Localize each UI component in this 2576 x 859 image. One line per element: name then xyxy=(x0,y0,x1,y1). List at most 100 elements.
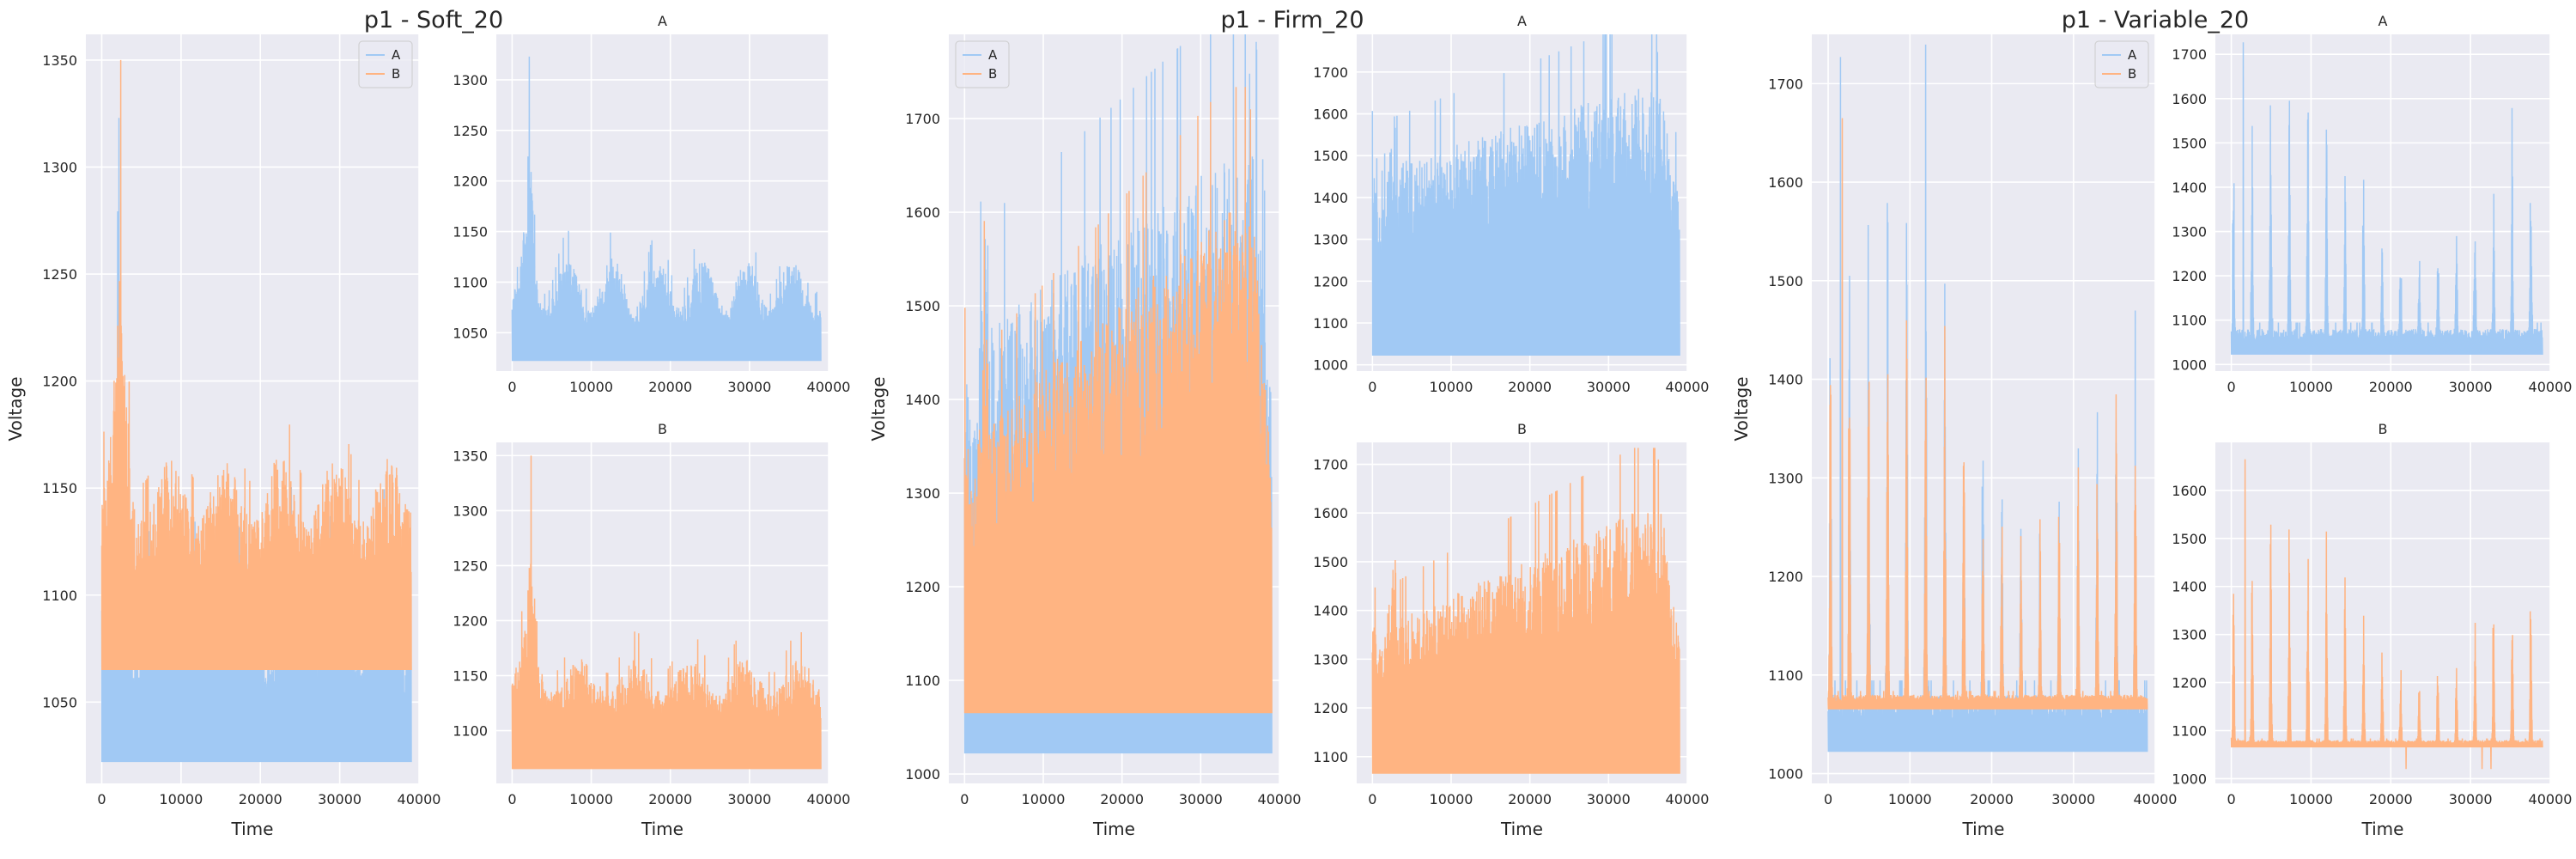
series-line-a xyxy=(100,118,412,763)
y-tick-label: 1000 xyxy=(2172,771,2207,787)
y-tick-label: 1250 xyxy=(453,123,488,139)
x-tick-label: 0 xyxy=(2227,379,2235,395)
y-tick-label: 1300 xyxy=(1313,232,1348,248)
chart-variable_20-combined: 1000 1100 1200 1300 1400 1500 1600 1700 0 10000 20… xyxy=(1731,34,2177,839)
y-tick-label: 1700 xyxy=(1768,76,1803,92)
y-tick-label: 1300 xyxy=(2172,224,2207,241)
x-tick-label: 0 xyxy=(960,791,969,807)
x-tick-label: 20000 xyxy=(2369,791,2413,807)
y-tick-label: 1000 xyxy=(905,766,940,783)
y-tick-label: 1400 xyxy=(2172,579,2207,595)
panel-title: A xyxy=(1517,13,1527,29)
series-line-b xyxy=(963,87,1273,714)
x-tick-label: 0 xyxy=(1824,791,1832,807)
y-axis-label: Voltage xyxy=(868,376,889,441)
y-axis-label: Voltage xyxy=(1731,376,1752,441)
y-tick-label: 1100 xyxy=(1313,315,1348,332)
y-tick-label: 1100 xyxy=(1313,749,1348,765)
x-tick-label: 0 xyxy=(1368,379,1376,395)
y-tick-label: 1400 xyxy=(2172,180,2207,196)
y-tick-label: 1600 xyxy=(1313,107,1348,123)
x-tick-label: 20000 xyxy=(648,791,692,807)
y-tick-label: 1100 xyxy=(1768,667,1803,684)
x-tick-label: 40000 xyxy=(2134,791,2178,807)
x-tick-label: 40000 xyxy=(398,791,441,807)
x-tick-label: 10000 xyxy=(1022,791,1066,807)
legend: AB xyxy=(358,40,413,88)
x-axis-label: Time xyxy=(641,819,683,839)
x-tick-label: 30000 xyxy=(318,791,361,807)
y-tick-label: 1500 xyxy=(1313,554,1348,570)
y-tick-label: 1400 xyxy=(1313,190,1348,206)
x-axis-label: Time xyxy=(1500,819,1543,839)
panel-title: A xyxy=(658,13,667,29)
y-tick-label: 1700 xyxy=(2172,46,2207,63)
chart-firm_20-combined: 1000 1100 1200 1300 1400 1500 1600 1700 0 10000 20… xyxy=(868,34,1302,839)
x-axis-label: Time xyxy=(1092,819,1135,839)
y-tick-label: 1400 xyxy=(905,392,940,408)
x-tick-label: 10000 xyxy=(569,379,613,395)
y-tick-label: 1700 xyxy=(1313,457,1348,473)
panel-title: A xyxy=(2379,13,2388,29)
y-tick-label: 1150 xyxy=(453,667,488,684)
y-tick-label: 1500 xyxy=(905,298,940,314)
x-tick-label: 40000 xyxy=(1258,791,1302,807)
y-tick-label: 1400 xyxy=(1768,372,1803,388)
panel-title: B xyxy=(1517,421,1527,437)
legend-box xyxy=(358,40,413,88)
x-tick-label: 10000 xyxy=(159,791,203,807)
legend: AB xyxy=(2094,40,2149,88)
chart-soft_20-b: 1100 1150 1200 1250 1300 1350 0 10000 20000 30000… xyxy=(453,421,850,839)
y-tick-label: 1350 xyxy=(453,448,488,464)
series-line-b xyxy=(100,59,412,671)
x-tick-label: 30000 xyxy=(1587,791,1631,807)
x-tick-label: 30000 xyxy=(727,791,771,807)
x-tick-label: 40000 xyxy=(2529,791,2573,807)
panel-title: B xyxy=(658,421,667,437)
y-tick-label: 1200 xyxy=(453,612,488,629)
x-tick-label: 10000 xyxy=(1888,791,1932,807)
x-tick-label: 0 xyxy=(1368,791,1376,807)
y-tick-label: 1200 xyxy=(2172,268,2207,284)
y-tick-label: 1000 xyxy=(2172,356,2207,373)
y-tick-label: 1250 xyxy=(42,266,77,283)
x-tick-label: 20000 xyxy=(1100,791,1144,807)
x-tick-label: 30000 xyxy=(727,379,771,395)
y-tick-label: 1000 xyxy=(1768,766,1803,783)
legend-label-a: A xyxy=(392,47,401,63)
x-tick-label: 10000 xyxy=(2289,379,2333,395)
chart-soft_20-combined: 1050 1100 1150 1200 1250 1300 1350 0 10000 20000 3… xyxy=(5,34,440,839)
y-tick-label: 1150 xyxy=(42,480,77,497)
chart-firm_20-a: 1000 1100 1200 1300 1400 1500 1600 1700 0 10000 20… xyxy=(1313,13,1709,395)
x-tick-label: 0 xyxy=(507,791,516,807)
y-tick-label: 1050 xyxy=(453,325,488,341)
x-tick-label: 40000 xyxy=(2529,379,2573,395)
chart-variable_20-b: 1000 1100 1200 1300 1400 1500 1600 0 10000 20000 3… xyxy=(2172,421,2572,839)
y-tick-label: 1000 xyxy=(1313,357,1348,374)
y-tick-label: 1350 xyxy=(42,52,77,69)
series-line-b xyxy=(2230,459,2543,770)
x-tick-label: 20000 xyxy=(648,379,692,395)
legend-label-b: B xyxy=(988,66,997,82)
series-line-a xyxy=(2230,42,2543,355)
y-tick-label: 1300 xyxy=(453,503,488,519)
x-tick-label: 10000 xyxy=(2289,791,2333,807)
series-line-a xyxy=(511,56,822,362)
x-tick-label: 30000 xyxy=(2051,791,2095,807)
y-axis-label: Voltage xyxy=(5,376,26,441)
y-tick-label: 1100 xyxy=(42,588,77,604)
y-tick-label: 1700 xyxy=(905,111,940,127)
y-tick-label: 1100 xyxy=(2172,722,2207,739)
y-tick-label: 1500 xyxy=(1313,148,1348,164)
x-tick-label: 10000 xyxy=(1430,791,1473,807)
y-tick-label: 1200 xyxy=(453,174,488,190)
series-line-a xyxy=(1371,34,1680,356)
x-tick-label: 30000 xyxy=(1179,791,1223,807)
chart-soft_20-a: 1050 1100 1150 1200 1250 1300 0 10000 20000 30000… xyxy=(453,13,850,395)
y-tick-label: 1500 xyxy=(2172,531,2207,547)
x-tick-label: 40000 xyxy=(1666,379,1710,395)
y-tick-label: 1300 xyxy=(2172,627,2207,643)
y-tick-label: 1500 xyxy=(1768,273,1803,289)
y-tick-label: 1700 xyxy=(1313,64,1348,81)
